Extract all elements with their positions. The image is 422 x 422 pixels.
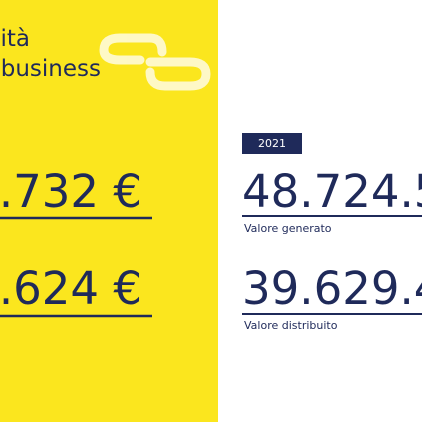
title-line: ità <box>0 26 30 52</box>
value-label: Valore generato <box>244 222 332 235</box>
right-value: 39.629.4 <box>242 262 422 315</box>
yellow-panel <box>0 0 218 422</box>
chain-icon <box>99 33 211 91</box>
year: 2021 <box>258 137 286 150</box>
value-label: Valore distribuito <box>244 319 338 332</box>
year-badge <box>242 133 302 154</box>
left-value: 5.732 € <box>0 165 142 218</box>
left-value: 7.624 € <box>0 262 142 315</box>
title-line: business <box>1 56 101 82</box>
right-value: 48.724.5 <box>242 165 422 218</box>
